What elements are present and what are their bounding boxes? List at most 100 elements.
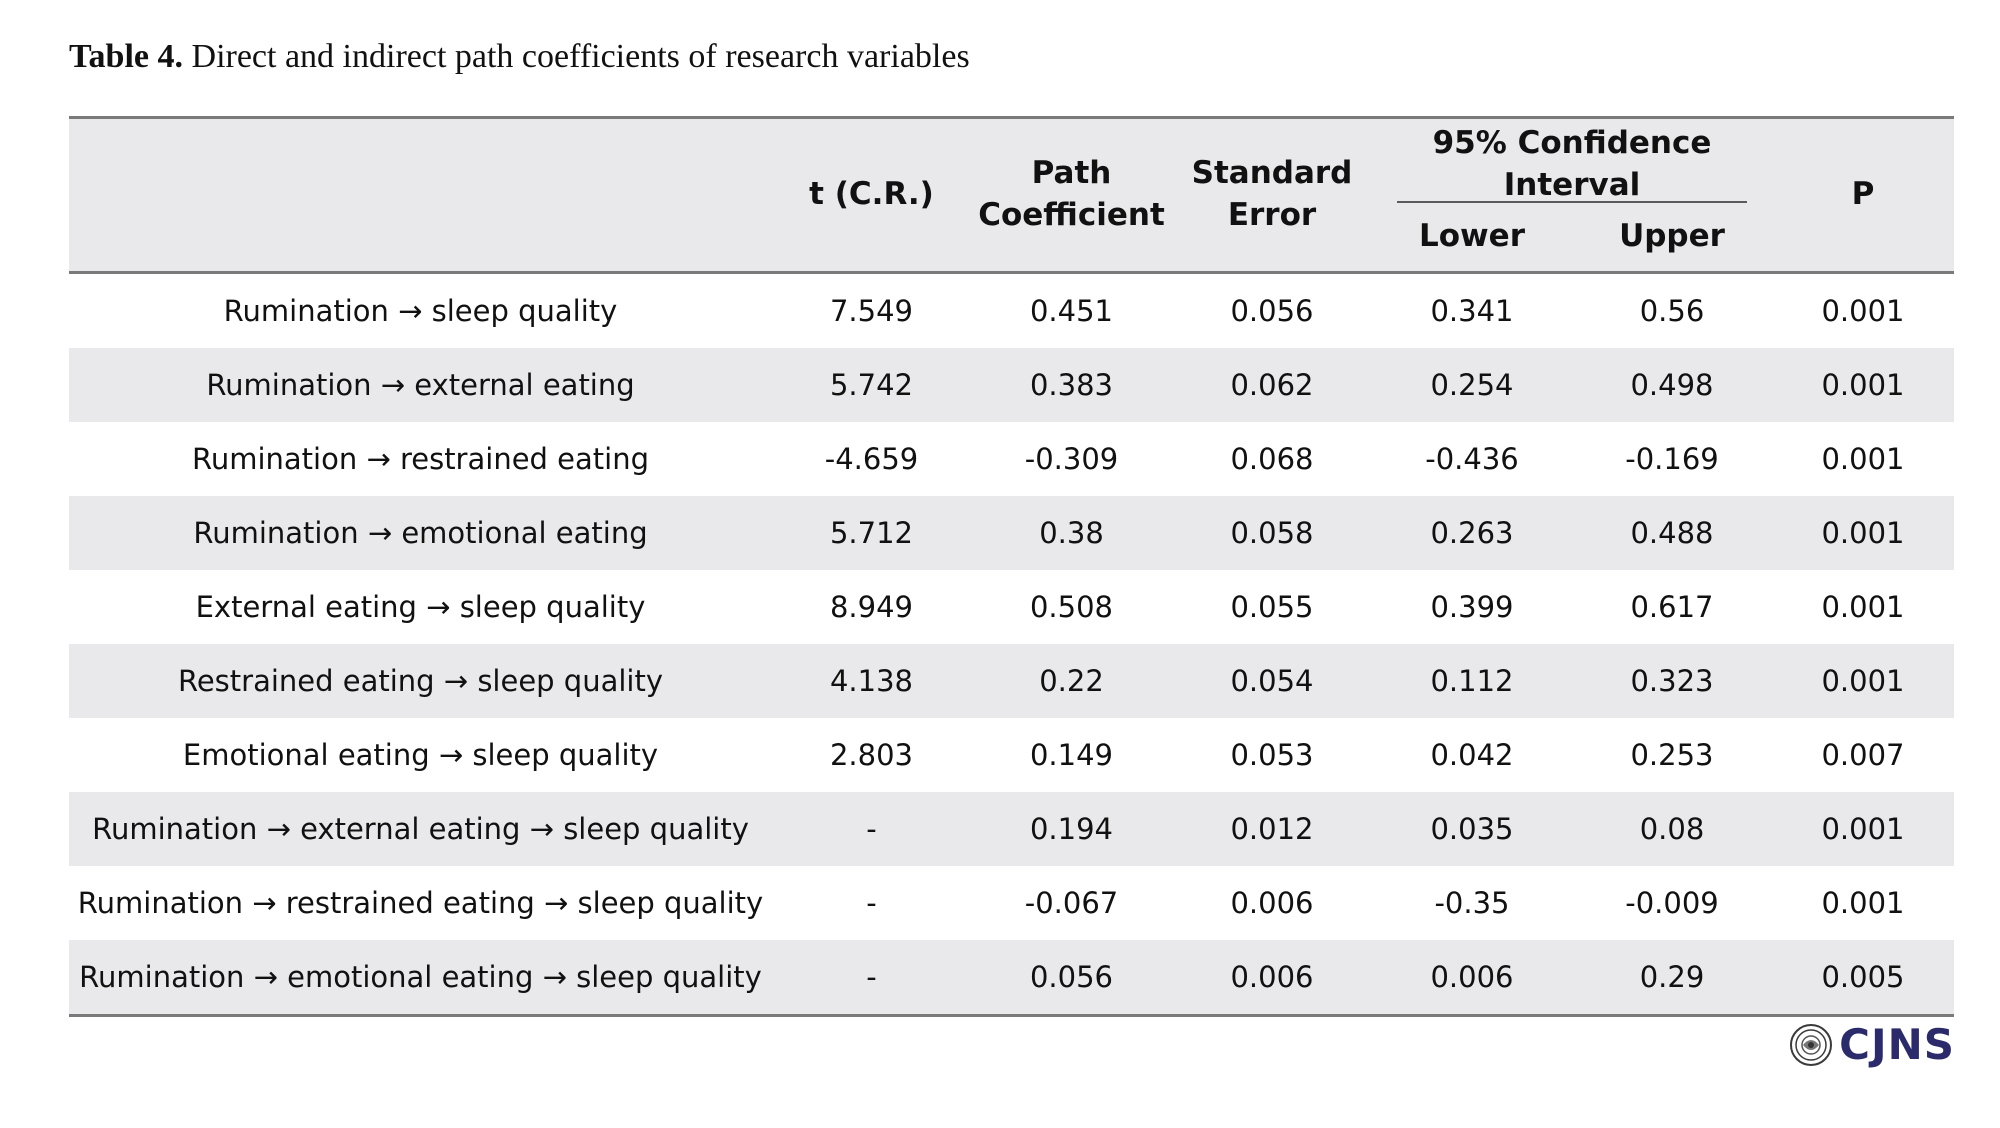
table-row: External eating → sleep quality 8.949 0.50…	[69, 570, 1954, 644]
table-row: Rumination → emotional eating → sleep qu…	[69, 939, 1954, 1017]
cell-t: -	[772, 939, 971, 1017]
cell-lower: 0.341	[1430, 293, 1514, 328]
header-t: t (C.R.)	[772, 117, 971, 274]
cell-path: Rumination → sleep quality	[223, 293, 618, 328]
cell-path: Rumination → external eating → sleep qua…	[69, 791, 772, 866]
cell-standard-error: 0.055	[1230, 589, 1314, 624]
cell-upper: 0.08	[1572, 791, 1772, 866]
cell-lower: 0.006	[1372, 939, 1572, 1017]
header-standard-error-line1: Standard	[1191, 155, 1353, 191]
cell-path: Restrained eating → sleep quality	[69, 643, 772, 718]
cell-standard-error: 0.056	[1230, 293, 1314, 328]
cell-lower: 0.035	[1372, 791, 1572, 866]
cjns-logo: CJNS	[1789, 1020, 1955, 1069]
header-p: P	[1772, 117, 1954, 274]
header-path-coefficient-line1: Path	[1031, 155, 1112, 191]
cell-upper: 0.29	[1572, 939, 1772, 1017]
cell-path-coefficient: 0.056	[971, 939, 1172, 1017]
table-caption-text: Direct and indirect path coefficients of…	[183, 38, 970, 75]
header-lower: Lower	[1372, 202, 1572, 274]
header-path-coefficient: Path Coefficient	[971, 117, 1172, 274]
header-upper: Upper	[1572, 202, 1772, 274]
cell-t: 8.949	[829, 589, 914, 624]
table-row: Rumination → sleep quality 7.549 0.451 0.05…	[69, 272, 1954, 348]
cell-lower: 0.042	[1430, 737, 1514, 772]
table-row: Rumination → external eating → sleep qua…	[69, 791, 1954, 866]
cell-path: Rumination → restrained eating → sleep q…	[77, 885, 764, 920]
cell-path-coefficient: -0.309	[1024, 441, 1119, 476]
cell-path-coefficient: -0.067	[1024, 885, 1119, 920]
cell-t: 4.138	[772, 643, 971, 718]
data-table: t (C.R.) Path Coefficient Standard Error…	[69, 116, 1954, 1017]
table-body: Rumination → sleep quality 7.549 0.451 0.05…	[69, 272, 1954, 1017]
cell-upper: 0.323	[1572, 643, 1772, 718]
logo-text: CJNS	[1839, 1020, 1955, 1069]
cell-t: 2.803	[829, 737, 914, 772]
cell-p: 0.001	[1772, 495, 1954, 570]
cell-standard-error: 0.068	[1230, 441, 1314, 476]
cell-standard-error: 0.058	[1172, 495, 1372, 570]
cell-p: 0.001	[1821, 589, 1905, 624]
cell-p: 0.001	[1821, 441, 1905, 476]
cell-lower: 0.263	[1372, 495, 1572, 570]
header-path	[69, 117, 772, 274]
cell-path: Emotional eating → sleep quality	[182, 737, 659, 772]
cell-p: 0.001	[1772, 643, 1954, 718]
cell-t: -	[866, 885, 877, 920]
path-coefficients-table: t (C.R.) Path Coefficient Standard Error…	[69, 116, 1954, 1017]
cell-path-coefficient: 0.508	[1029, 589, 1114, 624]
cell-p: 0.001	[1821, 293, 1905, 328]
cell-t: 7.549	[829, 293, 914, 328]
cell-standard-error: 0.006	[1230, 885, 1314, 920]
cell-lower: 0.399	[1430, 589, 1514, 624]
cell-lower: -0.35	[1434, 885, 1510, 920]
table-caption-label: Table 4.	[69, 38, 184, 75]
header-confidence-interval-label: 95% Confidence Interval	[1432, 125, 1712, 203]
table-row: Rumination → restrained eating → sleep q…	[69, 866, 1954, 940]
cell-t: -	[772, 791, 971, 866]
cell-p: 0.001	[1772, 791, 1954, 866]
cell-path-coefficient: 0.149	[1029, 737, 1114, 772]
cell-standard-error: 0.054	[1172, 643, 1372, 718]
cell-standard-error: 0.053	[1230, 737, 1314, 772]
cell-t: 5.742	[772, 347, 971, 422]
cell-upper: 0.498	[1572, 347, 1772, 422]
cell-upper: -0.169	[1625, 441, 1719, 476]
cell-lower: -0.436	[1425, 441, 1519, 476]
cell-path-coefficient: 0.383	[971, 347, 1172, 422]
cell-path: Rumination → emotional eating → sleep qu…	[69, 939, 772, 1017]
header-ci-rule	[1397, 200, 1747, 203]
header-confidence-interval: 95% Confidence Interval	[1372, 117, 1772, 203]
cell-path: Rumination → external eating	[69, 347, 772, 422]
table-row: Rumination → emotional eating 5.712 0.38 0.…	[69, 495, 1954, 570]
seal-icon	[1790, 1023, 1833, 1066]
cell-path-coefficient: 0.451	[1029, 293, 1114, 328]
cell-upper: 0.56	[1639, 293, 1705, 328]
cell-path: Rumination → emotional eating	[69, 495, 772, 570]
cell-standard-error: 0.012	[1172, 791, 1372, 866]
header-standard-error-line2: Error	[1227, 196, 1317, 233]
cell-t: -4.659	[824, 441, 919, 476]
cell-t: 5.712	[772, 495, 971, 570]
cell-upper: 0.488	[1572, 495, 1772, 570]
table-header: t (C.R.) Path Coefficient Standard Error…	[69, 117, 1954, 274]
cell-upper: 0.617	[1630, 589, 1714, 624]
cell-lower: 0.112	[1372, 643, 1572, 718]
cell-p: 0.005	[1772, 939, 1954, 1017]
header-path-coefficient-line2: Coefficient	[978, 196, 1165, 233]
cell-path-coefficient: 0.22	[971, 643, 1172, 718]
cell-lower: 0.254	[1372, 347, 1572, 422]
cell-upper: 0.253	[1630, 737, 1714, 772]
table-row: Rumination → external eating 5.742 0.383 0.…	[69, 347, 1954, 422]
cell-path-coefficient: 0.194	[971, 791, 1172, 866]
cell-path: Rumination → restrained eating	[191, 441, 649, 476]
cell-path-coefficient: 0.38	[971, 495, 1172, 570]
cell-p: 0.001	[1772, 347, 1954, 422]
table-row: Restrained eating → sleep quality 4.138 0.…	[69, 643, 1954, 718]
table-row: Rumination → restrained eating -4.659 -0.3…	[69, 422, 1954, 496]
cell-standard-error: 0.062	[1172, 347, 1372, 422]
cell-path: External eating → sleep quality	[195, 589, 646, 624]
cell-standard-error: 0.006	[1172, 939, 1372, 1017]
cell-p: 0.001	[1821, 885, 1905, 920]
cell-p: 0.007	[1821, 737, 1905, 772]
